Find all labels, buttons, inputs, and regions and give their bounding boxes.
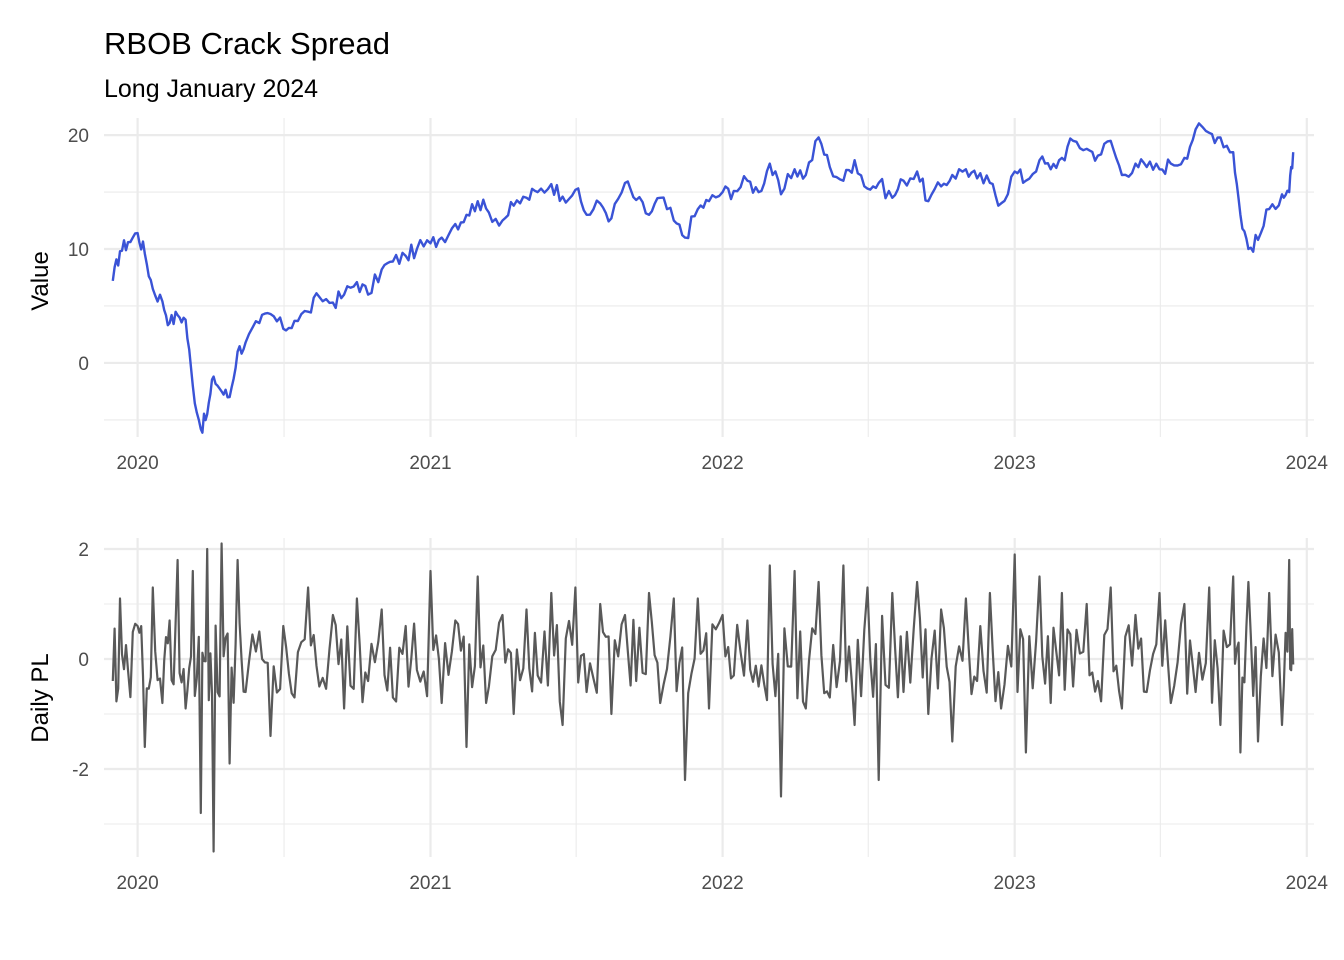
value-grid: [104, 118, 1314, 437]
value-series-line: [111, 122, 1295, 434]
value-y-axis-label: Value: [27, 251, 54, 311]
chart-title: RBOB Crack Spread: [104, 26, 390, 61]
y-tick-label: 0: [78, 354, 89, 375]
x-tick-label: 2024: [1286, 873, 1329, 894]
y-tick-label: 0: [78, 650, 89, 671]
x-tick-label: 2021: [409, 453, 451, 474]
daily-pl-grid: [104, 538, 1314, 857]
daily-pl-x-ticks: 2020 2021 2022 2023 2024: [116, 873, 1328, 894]
x-tick-label: 2020: [116, 873, 158, 894]
x-tick-label: 2022: [701, 453, 743, 474]
value-y-ticks: 0 10 20: [68, 126, 89, 375]
chart-subtitle: Long January 2024: [104, 75, 318, 103]
x-tick-label: 2024: [1286, 453, 1329, 474]
y-tick-label: 10: [68, 240, 89, 261]
daily-pl-y-axis-label: Daily PL: [27, 653, 54, 742]
value-panel: 0 10 20 2020 2021 2022 2023 2024 Value: [27, 118, 1328, 474]
x-tick-label: 2023: [994, 453, 1036, 474]
daily-pl-panel: -2 0 2 2020 2021 2022 2023 2024 Daily PL: [27, 538, 1328, 894]
y-tick-label: 2: [78, 540, 89, 561]
x-tick-label: 2022: [701, 873, 743, 894]
y-tick-label: 20: [68, 126, 89, 147]
value-x-ticks: 2020 2021 2022 2023 2024: [116, 453, 1328, 474]
x-tick-label: 2023: [994, 873, 1036, 894]
y-tick-label: -2: [72, 760, 89, 781]
daily-pl-series-line: [111, 542, 1295, 853]
x-tick-label: 2021: [409, 873, 451, 894]
daily-pl-y-ticks: -2 0 2: [72, 540, 89, 781]
x-tick-label: 2020: [116, 453, 158, 474]
